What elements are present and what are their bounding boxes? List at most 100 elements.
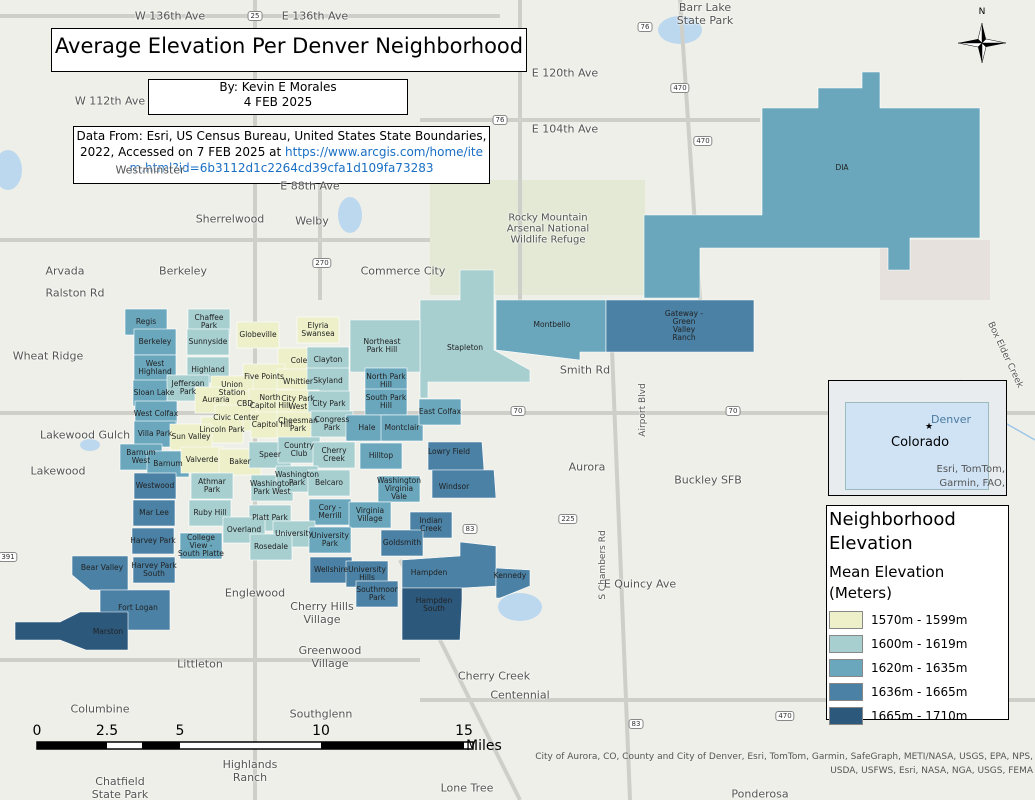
place-label: Lakewood Gulch xyxy=(39,428,131,442)
place-label: Barr Lake State Park xyxy=(676,1,734,27)
neighborhood xyxy=(431,469,497,499)
neighborhood-label: Union Station xyxy=(218,380,246,397)
neighborhood-label: Congress Park xyxy=(314,415,350,432)
place-label: Arvada xyxy=(45,264,85,278)
legend-label: 1620m - 1635m xyxy=(871,661,968,675)
legend-item: 1665m - 1710m xyxy=(827,704,1008,728)
neighborhood-label: Berkeley xyxy=(138,337,172,346)
legend-subtitle: Mean Elevation (Meters) xyxy=(829,563,945,602)
neighborhood-label: Mar Lee xyxy=(139,508,169,517)
scale-tick-label: 15 xyxy=(455,723,473,739)
place-label: Berkeley xyxy=(159,264,207,278)
highway-shield: 391 xyxy=(0,552,18,562)
neighborhood-label: Villa Park xyxy=(137,429,173,438)
neighborhood xyxy=(401,587,463,641)
neighborhood xyxy=(169,423,213,451)
neighborhood-label: Capitol Hill xyxy=(251,420,293,429)
neighborhood xyxy=(186,328,230,356)
place-label: Smith Rd xyxy=(559,363,611,377)
neighborhood xyxy=(132,499,176,527)
neighborhood xyxy=(349,319,421,373)
scale-bar-segment xyxy=(142,742,180,749)
neighborhood-label: Speer xyxy=(259,450,281,459)
place-label: Greenwood Village xyxy=(298,644,362,670)
neighborhood-label: City Park xyxy=(312,399,346,408)
scale-bar-segment xyxy=(321,742,464,749)
source: Data From: Esri, US Census Bureau, Unite… xyxy=(73,126,490,184)
place-label: Englewood xyxy=(224,586,286,600)
state-shape xyxy=(845,402,989,490)
neighborhood-label: Chaffee Park xyxy=(194,313,224,330)
north-arrow xyxy=(957,22,1007,64)
neighborhood-label: Overland xyxy=(226,525,262,534)
neighborhood-label: City Park West xyxy=(281,394,315,411)
neighborhood-label: Northeast Park Hill xyxy=(363,337,401,354)
north-label: N xyxy=(978,7,986,17)
neighborhood-label: West Colfax xyxy=(133,409,179,418)
neighborhood xyxy=(380,529,424,557)
neighborhood-label: Globeville xyxy=(239,330,277,339)
legend-label: 1665m - 1710m xyxy=(871,709,968,723)
highway-shield: 25 xyxy=(247,11,263,21)
place-label: E Quincy Ave xyxy=(603,577,677,591)
legend: Neighborhood Elevation Mean Elevation (M… xyxy=(826,505,1009,725)
neighborhood-label: North Capitol Hill xyxy=(249,393,291,410)
neighborhood xyxy=(364,388,408,416)
neighborhood-label: Cory - Merrill xyxy=(318,503,342,520)
title: Average Elevation Per Denver Neighborhoo… xyxy=(51,28,527,72)
scale-unit: Miles xyxy=(466,738,502,754)
neighborhood-label: Bear Valley xyxy=(80,563,124,572)
place-label: Sherrelwood xyxy=(195,212,265,226)
neighborhood-label: Southmoor Park xyxy=(356,585,398,602)
place-label: Wheat Ridge xyxy=(12,349,84,363)
lake xyxy=(80,439,100,451)
neighborhood-label: West Highland xyxy=(138,359,172,376)
source-link[interactable]: https://www.arcgis.com/home/item.html?id… xyxy=(129,145,483,175)
neighborhood-label: Cole xyxy=(290,356,308,365)
place-label: W 112th Ave xyxy=(74,94,146,108)
neighborhood-label: Elyria Swansea xyxy=(301,321,335,338)
neighborhood-label: Washington Virginia Vale xyxy=(376,476,422,501)
neighborhood xyxy=(131,527,175,555)
place-label: Centennial xyxy=(490,688,550,702)
neighborhood-label: Cherry Creek xyxy=(321,446,347,463)
highway-shield: 470 xyxy=(775,711,795,721)
neighborhood xyxy=(308,498,352,526)
neighborhood-label: Regis xyxy=(135,317,157,326)
neighborhood-label: University xyxy=(275,529,313,538)
neighborhood-label: College View - South Platte xyxy=(178,533,224,558)
place-label: Aurora xyxy=(568,460,606,474)
neighborhood xyxy=(71,555,129,591)
neighborhood-label: Gateway - Green Valley Ranch xyxy=(664,309,704,342)
neighborhood-label: Washington Park West xyxy=(249,479,295,496)
place-label: E 104th Ave xyxy=(531,122,599,136)
neighborhood-label: Baker xyxy=(229,457,251,466)
neighborhood-label: South Park Hill xyxy=(365,393,407,410)
legend-items: 1570m - 1599m 1600m - 1619m 1620m - 1635m 1… xyxy=(827,608,1008,728)
neighborhood-label: Barnum West xyxy=(126,448,156,465)
highway-shield: 270 xyxy=(312,258,332,268)
place-label: Columbine xyxy=(70,702,130,716)
neighborhood-label: University Park xyxy=(311,531,349,548)
place-label: Rocky Mountain Arsenal National Wildlife… xyxy=(506,212,590,246)
highway-shield: 76 xyxy=(492,115,508,125)
neighborhood xyxy=(308,526,352,554)
neighborhood-label: Civic Center xyxy=(213,413,259,422)
neighborhood xyxy=(307,469,351,497)
place-label: W 136th Ave xyxy=(134,9,206,23)
neighborhood xyxy=(348,501,392,529)
inset-state: Colorado xyxy=(891,435,950,450)
place-label: Ralston Rd xyxy=(45,286,105,300)
place-label: Southglenn xyxy=(289,707,353,721)
highway-shield: 70 xyxy=(510,406,526,416)
neighborhood-label: University Hills xyxy=(348,565,386,582)
inset-city: Denver xyxy=(931,413,972,426)
neighborhood-label: Stapleton xyxy=(446,343,484,352)
neighborhood-label: Harvey Park South xyxy=(131,561,177,578)
neighborhood-label: Hampden xyxy=(410,568,448,577)
legend-label: 1636m - 1665m xyxy=(871,685,968,699)
neighborhood-label: Clayton xyxy=(313,355,343,364)
neighborhood xyxy=(418,398,462,426)
neighborhood xyxy=(495,567,531,599)
